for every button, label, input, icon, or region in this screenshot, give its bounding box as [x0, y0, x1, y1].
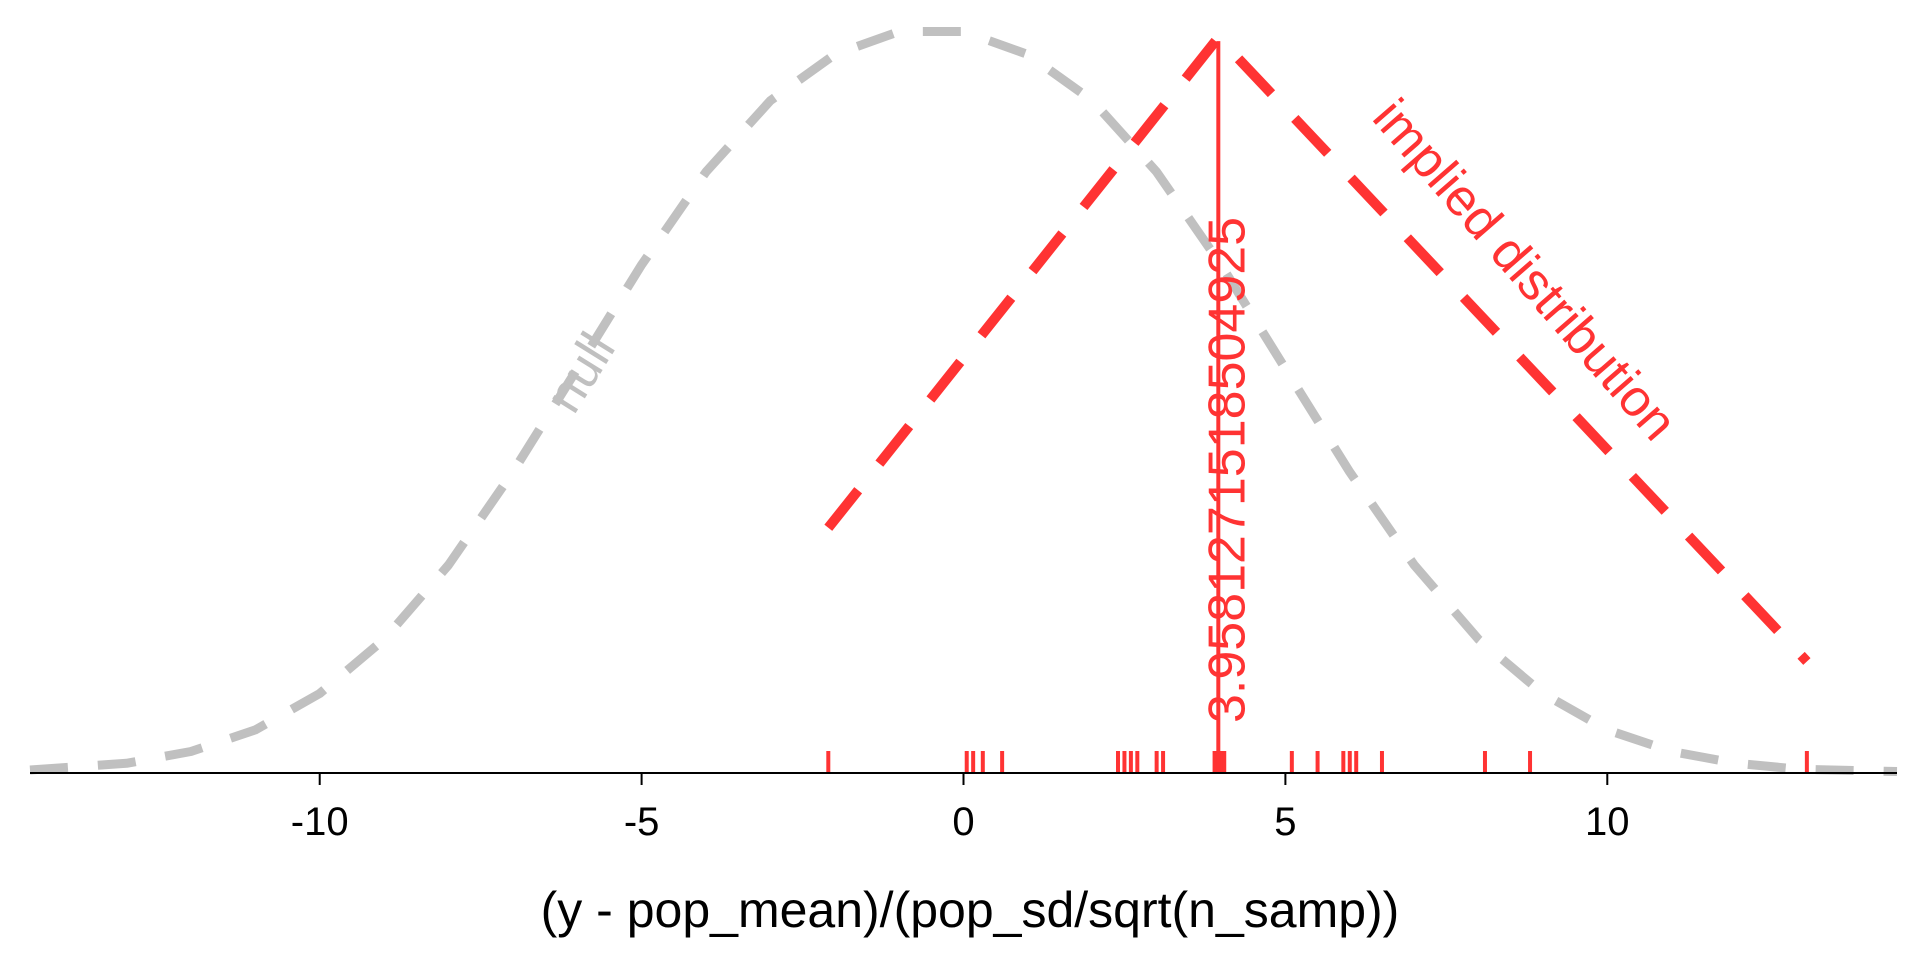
label-layer: 3.9581271518504925 null implied distributi… [535, 89, 1688, 723]
rug-layer [826, 751, 1809, 773]
x-tick-label: -10 [291, 800, 349, 844]
x-tick-label: -5 [624, 800, 660, 844]
vline-label: 3.9581271518504925 [1198, 217, 1256, 723]
series-line-null [29, 27, 1898, 776]
implied-series-label: implied distribution [1362, 89, 1688, 452]
x-tick-label: 10 [1585, 800, 1630, 844]
x-axis: -10 -5 0 5 10 [30, 772, 1897, 844]
x-tick-label: 0 [952, 800, 974, 844]
series-layer [29, 27, 1898, 776]
x-axis-title: (y - pop_mean)/(pop_sd/sqrt(n_samp)) [541, 882, 1400, 938]
series-line-implied [824, 32, 1811, 665]
x-tick-label: 5 [1274, 800, 1296, 844]
null-series-label: null [535, 323, 627, 422]
